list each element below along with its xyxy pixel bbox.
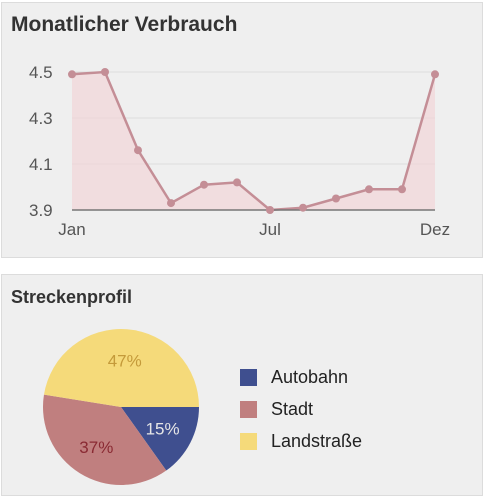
pie-slice [43, 329, 199, 407]
pie-slice [42, 394, 167, 485]
data-point [299, 203, 307, 212]
data-point [68, 70, 76, 79]
usage-card-title: Monatlicher Verbrauch [11, 13, 238, 36]
usage-card: Monatlicher Verbrauch 4.5 4.3 4.1 3.9 Jan Jul… [1, 2, 483, 258]
legend-swatch [240, 432, 257, 450]
pie-slice-label: 15% [146, 419, 180, 438]
data-point [233, 178, 241, 187]
data-point [266, 206, 274, 214]
data-point [134, 146, 142, 155]
data-point [167, 199, 175, 208]
data-point [398, 185, 406, 194]
legend-label: Landstraße [271, 430, 363, 451]
legend-item: Autobahn [240, 361, 362, 393]
usage-line-chart: 4.5 4.3 4.1 3.9 Jan Jul Dez [29, 63, 450, 239]
y-tick-label: 4.3 [29, 109, 53, 128]
x-tick-label: Jan [58, 220, 85, 239]
pie-slice-label: 37% [79, 438, 113, 457]
route-pie-chart: 15% 37% 47% [42, 329, 199, 485]
data-point [431, 70, 439, 79]
data-point [200, 180, 208, 189]
legend-label: Stadt [271, 398, 314, 419]
y-tick-label: 3.9 [29, 201, 53, 220]
usage-line [71, 70, 437, 212]
pie-legend: Autobahn Stadt Landstraße [240, 361, 362, 457]
legend-item: Stadt [240, 393, 362, 425]
pie-slice-label: 47% [108, 351, 142, 370]
legend-label: Autobahn [271, 366, 349, 387]
data-point [101, 68, 109, 76]
x-tick-label: Jul [259, 220, 281, 239]
route-card: Streckenprofil 15% 37% 47% Autobahn Stadt La… [1, 274, 483, 496]
y-tick-label: 4.1 [29, 155, 53, 174]
legend-item: Landstraße [240, 425, 362, 457]
legend-swatch [240, 368, 257, 386]
data-point [365, 185, 373, 194]
route-card-title: Streckenprofil [11, 287, 133, 307]
y-tick-label: 4.5 [29, 63, 53, 82]
pie-slice [121, 407, 199, 471]
usage-area [72, 72, 435, 210]
x-tick-label: Dez [420, 220, 450, 239]
data-point [332, 194, 340, 203]
legend-swatch [240, 400, 257, 418]
